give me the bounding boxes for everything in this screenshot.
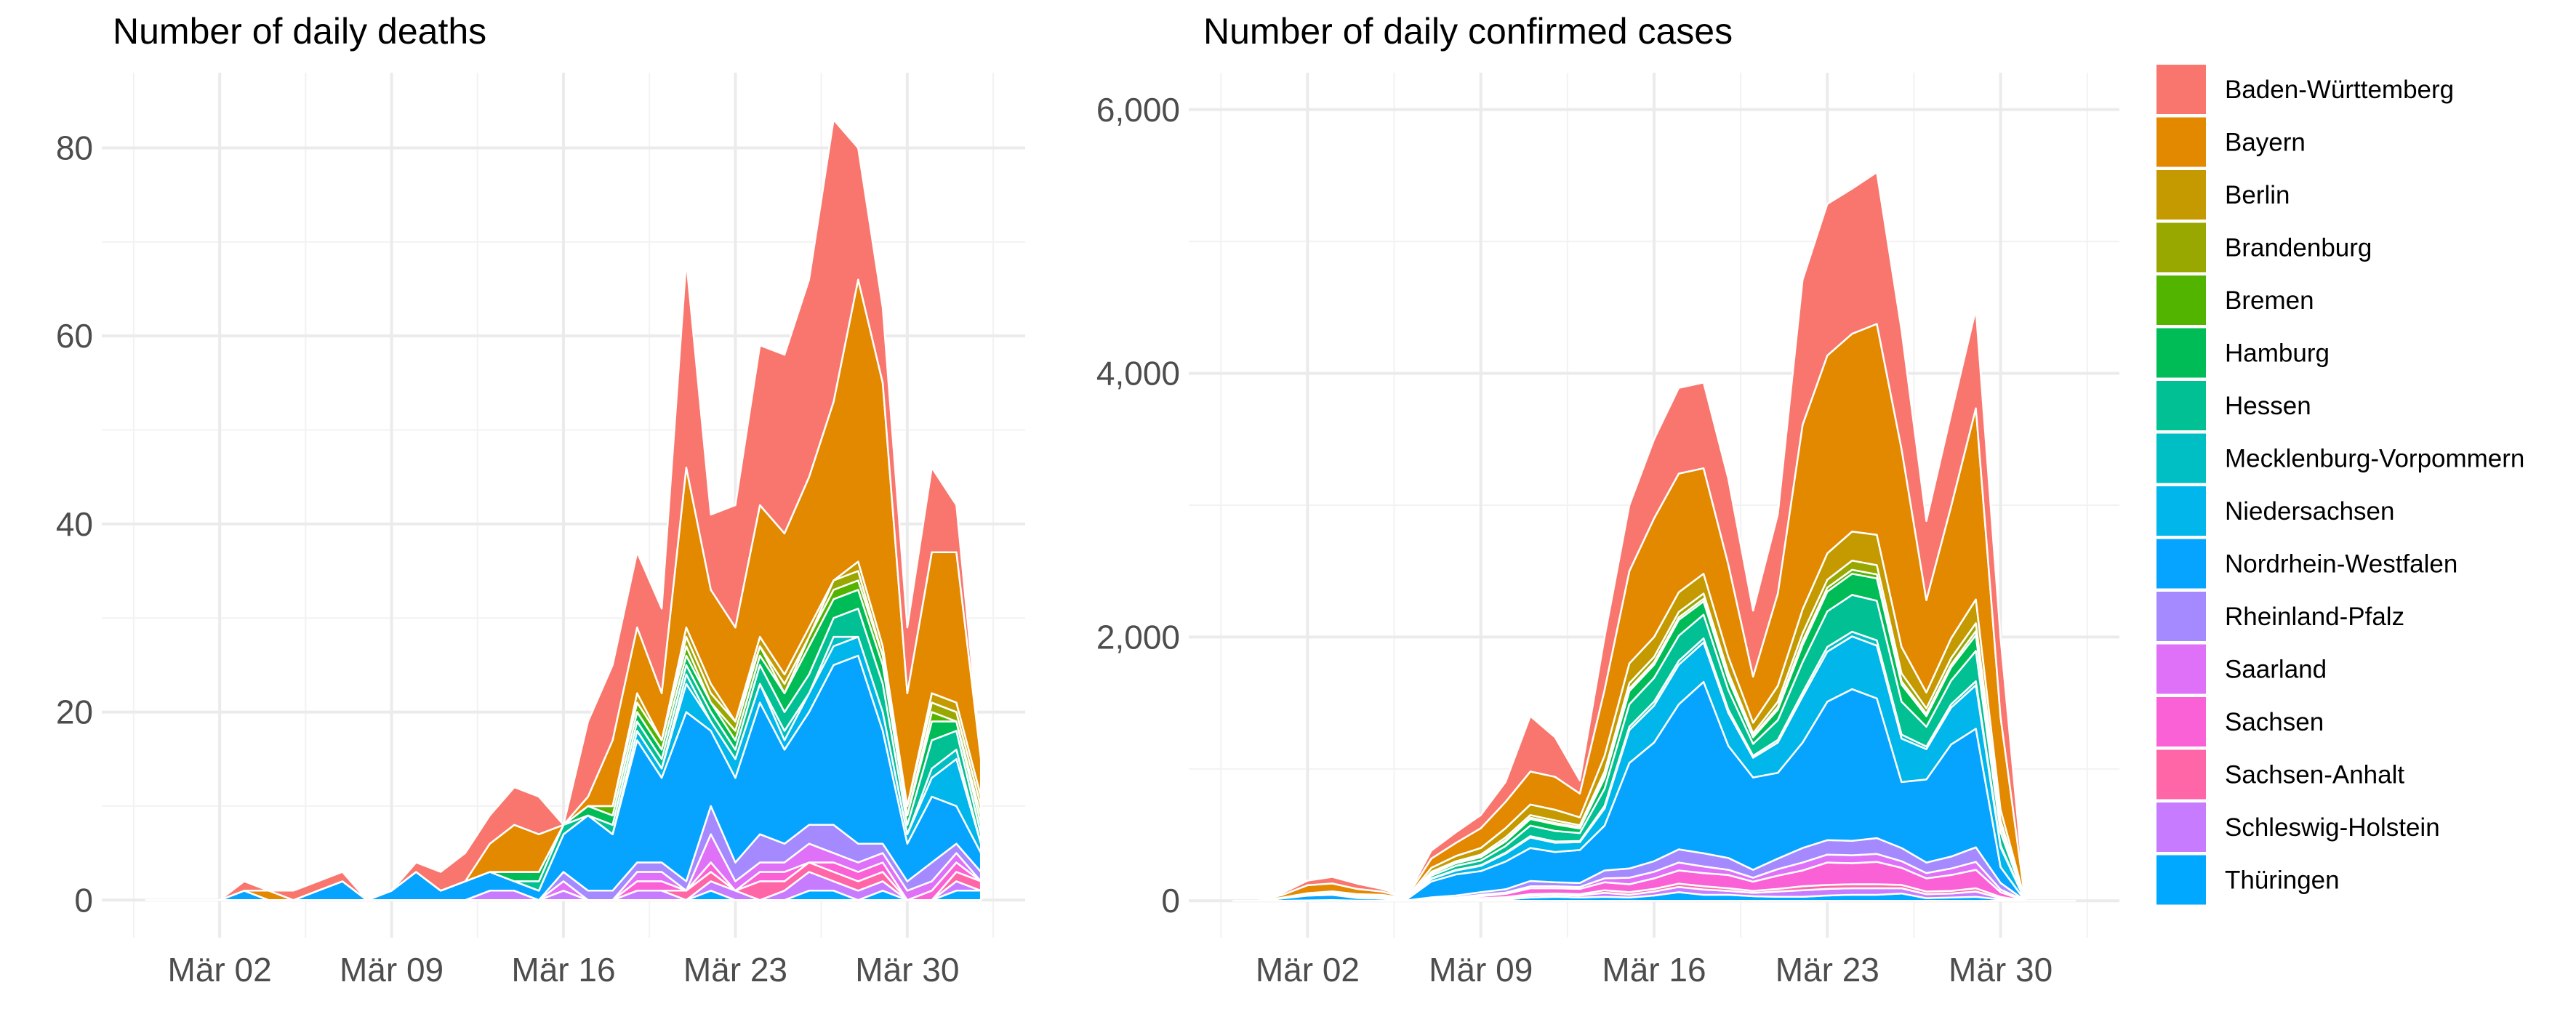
legend-item: Thüringen (2156, 855, 2340, 905)
y-tick-label: 60 (56, 317, 93, 355)
cases-panel-title: Number of daily confirmed cases (1203, 11, 1733, 52)
legend-label: Baden-Württemberg (2225, 76, 2454, 104)
x-axis: Mär 02 Mär 09 Mär 16 Mär 23 Mär 30 (168, 951, 960, 989)
y-axis: 0 2,000 4,000 6,000 (1096, 91, 1180, 920)
legend-item: Rheinland-Pfalz (2156, 592, 2404, 641)
x-tick-label: Mär 02 (168, 951, 272, 989)
legend-label: Mecklenburg-Vorpommern (2225, 445, 2524, 473)
legend-label: Thüringen (2225, 866, 2340, 895)
deaths-panel: 0 20 40 60 80 Mär 02 Mär 09 Mär 16 Mär 23 Mär 30 (56, 73, 1025, 989)
y-tick-label: 40 (56, 505, 93, 543)
legend-label: Saarland (2225, 656, 2327, 684)
y-tick-label: 0 (74, 881, 93, 919)
x-tick-label: Mär 16 (1602, 951, 1706, 989)
legend-swatch (2156, 697, 2206, 747)
area-baden-w-rttemberg (145, 118, 982, 901)
legend-label: Nordrhein-Westfalen (2225, 550, 2457, 579)
legend-item: Bayern (2156, 117, 2306, 167)
legend-swatch (2156, 749, 2206, 800)
legend-item: Saarland (2156, 644, 2327, 694)
legend-swatch (2156, 486, 2206, 536)
area-baden-w-rttemberg (1232, 171, 2076, 902)
x-tick-label: Mär 30 (1949, 951, 2053, 989)
legend-label: Rheinland-Pfalz (2225, 603, 2404, 631)
stacked-areas (1232, 171, 2076, 902)
x-tick-label: Mär 30 (855, 951, 959, 989)
legend-item: Mecklenburg-Vorpommern (2156, 433, 2524, 483)
x-tick-label: Mär 09 (340, 951, 444, 989)
stacked-areas (145, 118, 982, 901)
legend-swatch (2156, 170, 2206, 220)
legend-label: Hamburg (2225, 339, 2330, 368)
deaths-panel-title: Number of daily deaths (113, 11, 486, 52)
legend-item: Hamburg (2156, 328, 2330, 378)
legend-swatch (2156, 802, 2206, 852)
y-tick-label: 20 (56, 693, 93, 731)
legend-item: Sachsen-Anhalt (2156, 749, 2404, 800)
legend-item: Nordrhein-Westfalen (2156, 539, 2457, 589)
legend-swatch (2156, 855, 2206, 905)
y-tick-label: 0 (1161, 882, 1180, 920)
legend-item: Sachsen (2156, 697, 2324, 747)
legend-label: Berlin (2225, 181, 2290, 209)
legend-label: Sachsen (2225, 708, 2324, 736)
y-tick-label: 6,000 (1096, 91, 1180, 129)
x-tick-label: Mär 02 (1256, 951, 1360, 989)
legend-swatch (2156, 539, 2206, 589)
x-tick-label: Mär 09 (1429, 951, 1533, 989)
y-tick-label: 2,000 (1096, 618, 1180, 656)
legend: Baden-Württemberg Bayern Berlin Brandenburg… (2156, 65, 2524, 905)
legend-label: Brandenburg (2225, 234, 2372, 262)
x-tick-label: Mär 16 (511, 951, 615, 989)
y-axis: 0 20 40 60 80 (56, 129, 93, 919)
x-tick-label: Mär 23 (683, 951, 787, 989)
legend-swatch (2156, 222, 2206, 273)
legend-swatch (2156, 592, 2206, 641)
legend-label: Bayern (2225, 129, 2306, 157)
legend-item: Schleswig-Holstein (2156, 802, 2440, 852)
legend-item: Hessen (2156, 381, 2311, 430)
legend-label: Sachsen-Anhalt (2225, 761, 2404, 789)
x-axis: Mär 02 Mär 09 Mär 16 Mär 23 Mär 30 (1256, 951, 2053, 989)
legend-swatch (2156, 328, 2206, 378)
legend-swatch (2156, 117, 2206, 167)
legend-item: Niedersachsen (2156, 486, 2394, 536)
legend-item: Brandenburg (2156, 222, 2372, 273)
legend-label: Hessen (2225, 392, 2311, 420)
legend-swatch (2156, 644, 2206, 694)
legend-swatch (2156, 433, 2206, 483)
legend-item: Bremen (2156, 275, 2314, 325)
y-tick-label: 80 (56, 129, 93, 166)
cases-panel: 0 2,000 4,000 6,000 Mär 02 Mär 09 Mär 16 Mär 23… (1096, 73, 2119, 989)
y-tick-label: 4,000 (1096, 355, 1180, 393)
legend-item: Baden-Württemberg (2156, 65, 2454, 114)
legend-swatch (2156, 275, 2206, 325)
legend-label: Schleswig-Holstein (2225, 813, 2440, 842)
legend-swatch (2156, 65, 2206, 114)
x-tick-label: Mär 23 (1775, 951, 1879, 989)
legend-item: Berlin (2156, 170, 2290, 220)
legend-swatch (2156, 381, 2206, 430)
legend-label: Bremen (2225, 286, 2314, 315)
legend-label: Niedersachsen (2225, 497, 2394, 526)
